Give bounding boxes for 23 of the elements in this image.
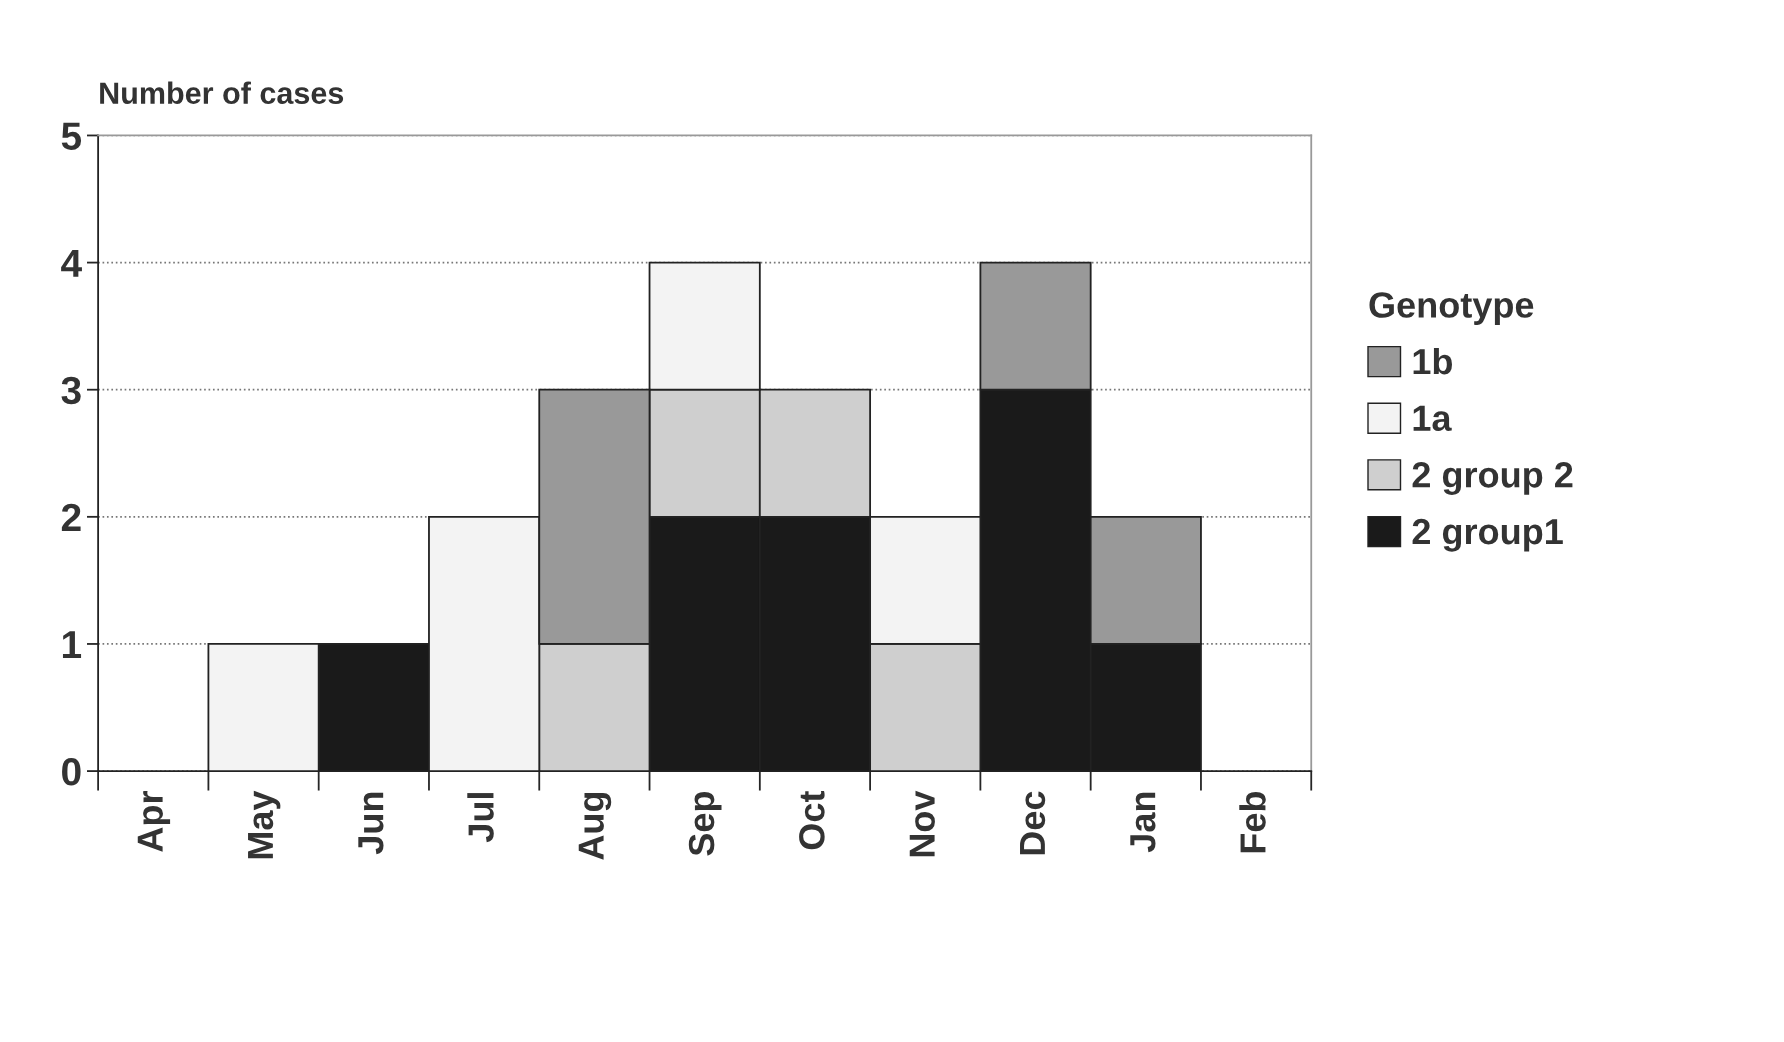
x-tick-label: Jun bbox=[358, 792, 384, 855]
x-tick-label: Dec bbox=[1020, 791, 1046, 855]
x-tick-label: Nov bbox=[909, 790, 935, 857]
x-tick-label: Aug bbox=[578, 792, 612, 860]
legend-label: 2 group 2 bbox=[1412, 462, 1573, 495]
x-tick-label: Sep bbox=[688, 792, 722, 856]
y-tick-label: 5 bbox=[61, 122, 82, 150]
y-tick-label: 4 bbox=[61, 249, 82, 277]
x-tick-label: Jul bbox=[467, 793, 494, 843]
legend-label: 1b bbox=[1413, 347, 1452, 375]
x-tick-label: Feb bbox=[1239, 792, 1266, 853]
legend-label: 2 group1 bbox=[1412, 518, 1563, 552]
x-tick-label: Apr bbox=[137, 791, 171, 852]
legend-title: Genotype bbox=[1369, 292, 1534, 325]
y-tick-label: 1 bbox=[62, 631, 82, 659]
y-axis-title: Number of cases bbox=[100, 81, 344, 104]
x-tick-label: May bbox=[248, 790, 281, 859]
y-tick-label: 0 bbox=[62, 758, 81, 786]
x-tick-label: Jan bbox=[1130, 792, 1156, 853]
legend-label: 1a bbox=[1413, 405, 1452, 432]
y-tick-label: 3 bbox=[61, 376, 81, 405]
y-tick-label: 2 bbox=[61, 503, 81, 531]
x-tick-label: Oct bbox=[799, 790, 825, 850]
